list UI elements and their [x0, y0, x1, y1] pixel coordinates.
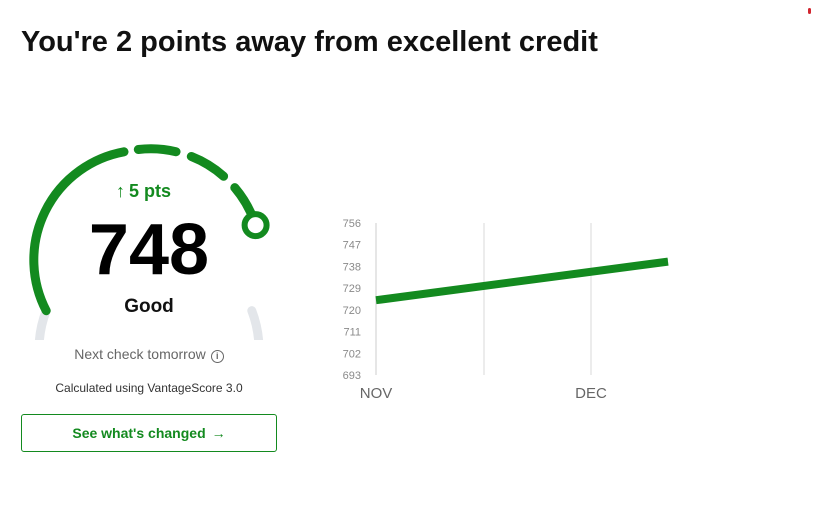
chart-y-tick-label: 720	[343, 305, 361, 317]
chart-y-tick-label: 729	[343, 283, 361, 295]
chart-y-tick-label: 756	[343, 218, 361, 230]
gauge-arc-solid	[29, 147, 129, 316]
arrow-up-icon: ↑	[116, 181, 125, 201]
arrow-right-icon: →	[211, 425, 226, 441]
next-check-info: Next check tomorrow i	[0, 346, 298, 363]
notification-dot	[808, 8, 811, 14]
chart-y-tick-label: 738	[343, 261, 361, 273]
score-change-text: 5 pts	[129, 181, 172, 201]
page-title: You're 2 points away from excellent cred…	[21, 26, 598, 58]
score-gauge	[29, 144, 270, 340]
gauge-arc-dashed	[133, 144, 261, 230]
chart-y-tick-label: 747	[343, 240, 361, 252]
next-check-text: Next check tomorrow	[74, 346, 206, 362]
info-icon[interactable]: i	[210, 350, 224, 363]
calculation-note: Calculated using VantageScore 3.0	[55, 381, 243, 395]
cta-label: See what's changed	[72, 425, 206, 441]
score-change: ↑ 5 pts	[116, 181, 171, 202]
chart-y-tick-label: 711	[343, 327, 361, 339]
chart-x-tick-label-dec: DEC	[575, 385, 607, 402]
chart-y-tick-label: 702	[343, 348, 361, 360]
see-whats-changed-button[interactable]: See what's changed →	[21, 414, 277, 452]
chart-x-tick-label-nov: NOV	[360, 385, 393, 402]
credit-score-rating: Good	[124, 296, 174, 317]
gauge-marker	[241, 211, 270, 240]
chart-series-line-1	[375, 257, 669, 305]
credit-score-value: 748	[88, 210, 210, 290]
chart-y-tick-label: 693	[343, 370, 361, 382]
